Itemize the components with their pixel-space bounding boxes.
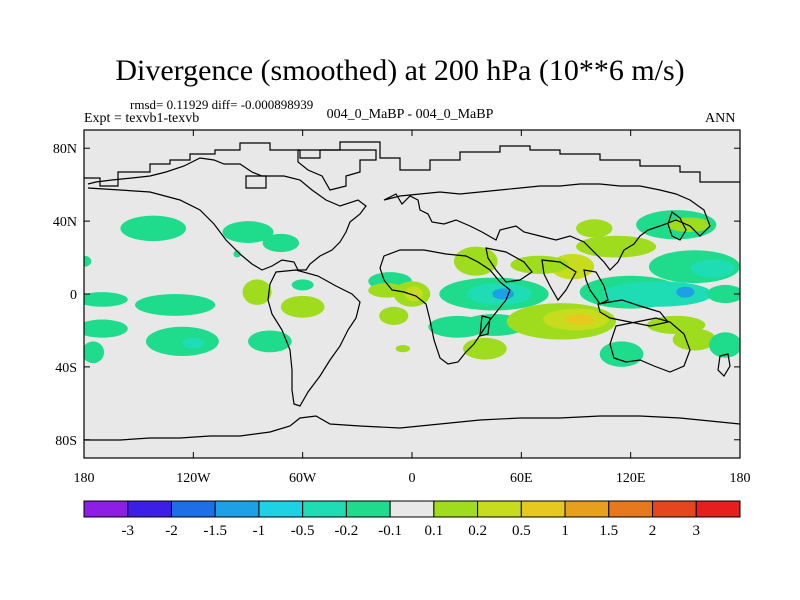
- field-region-39: [676, 286, 695, 298]
- y-axis: 80N 40N 0 40S 80S: [53, 142, 740, 449]
- colorbar-label: -1.5: [203, 523, 227, 539]
- y-tick-label: 80S: [55, 434, 77, 449]
- colorbar-label: -2: [165, 523, 178, 539]
- y-tick-label: 0: [70, 288, 77, 303]
- coastline-australia: [609, 317, 691, 373]
- field-region-30: [565, 314, 595, 325]
- coastline-hudson: [245, 175, 267, 189]
- colorbar-box: [564, 500, 610, 518]
- field-region-46: [707, 284, 740, 304]
- x-tick-label: 180: [74, 471, 95, 486]
- stats-text: rmsd= 0.11929 diff= -0.000898939: [130, 97, 314, 112]
- field-region-0: [120, 215, 187, 242]
- coastline-new-zealand: [717, 353, 731, 377]
- y-tick-label: 80N: [53, 142, 77, 157]
- colorbar-label: 0.2: [468, 523, 487, 539]
- field-region-14: [291, 279, 314, 291]
- field-region-32: [510, 255, 569, 274]
- field-region-2: [262, 233, 300, 253]
- colorbar-label: 2: [649, 523, 657, 539]
- season-label: ANN: [705, 111, 736, 126]
- coastline-europe-asia: [383, 183, 711, 271]
- field-region-11: [248, 330, 292, 353]
- colorbar-box: [345, 500, 391, 518]
- colorbar-label: -0.2: [335, 523, 359, 539]
- colorbar-box: [83, 500, 129, 518]
- colorbar-box: [170, 500, 216, 518]
- x-tick-label: 120W: [176, 471, 211, 486]
- coastline-antarctica: [84, 415, 740, 441]
- colorbar-box: [127, 500, 172, 518]
- field-region-18: [395, 345, 411, 353]
- colorbar-box: [695, 500, 741, 518]
- x-tick-label: 0: [409, 471, 416, 486]
- colorbar-label: -0.5: [291, 523, 315, 539]
- colorbar-box: [520, 500, 566, 518]
- field-region-3: [84, 255, 92, 267]
- field-region-45: [709, 332, 740, 358]
- x-tick-label: 60E: [510, 471, 533, 486]
- field-region-26: [428, 315, 487, 338]
- chart-title: Divergence (smoothed) at 200 hPa (10**6 …: [115, 54, 685, 87]
- field-region-38: [603, 281, 713, 307]
- x-tick-label: 120E: [616, 471, 646, 486]
- colorbar-box: [258, 500, 304, 518]
- colorbar-box: [433, 500, 479, 518]
- x-axis: 180 120W 60W 0 60E 120E 180: [74, 130, 751, 486]
- colorbar-label: 0.5: [512, 523, 531, 539]
- y-tick-label: 40S: [55, 361, 77, 376]
- colorbar-label: -1: [253, 523, 266, 539]
- case-label: 004_0_MaBP - 004_0_MaBP: [326, 107, 494, 122]
- field-region-13: [280, 295, 325, 318]
- field-region-5: [84, 292, 128, 307]
- coastline-seasia: [583, 269, 609, 305]
- field-region-6: [135, 294, 216, 316]
- field-region-35: [667, 217, 711, 233]
- field-region-10: [182, 337, 205, 349]
- field-layer: [84, 210, 740, 367]
- colorbar-box: [652, 500, 697, 518]
- coastline-indonesia: [597, 299, 670, 327]
- field-region-17: [379, 306, 409, 325]
- field-region-36: [576, 219, 613, 238]
- coastline-japan: [667, 211, 687, 241]
- field-region-7: [84, 319, 128, 338]
- colorbar-label: 3: [693, 523, 701, 539]
- colorbar-label: -0.1: [378, 523, 402, 539]
- field-region-9: [145, 326, 219, 356]
- colorbar-box: [214, 500, 260, 518]
- x-tick-label: 180: [730, 471, 751, 486]
- colorbar-box: [608, 500, 654, 518]
- coastlines: [84, 141, 740, 441]
- coastline-africa: [379, 249, 511, 365]
- coastline-greenland: [297, 149, 377, 191]
- coastline-madagascar: [479, 315, 491, 337]
- y-tick-label: 40N: [53, 215, 77, 230]
- colorbar: -3 -2 -1.5 -1 -0.5 -0.2 -0.1 0.1 0.2 0.5 1 1.5 2 3: [83, 500, 741, 539]
- field-region-41: [690, 259, 735, 278]
- colorbar-box: [302, 500, 347, 518]
- field-region-42: [599, 341, 644, 367]
- field-region-8: [84, 341, 105, 364]
- field-region-24: [492, 288, 515, 300]
- colorbar-label: 1: [561, 523, 569, 539]
- x-tick-label: 60W: [289, 471, 317, 486]
- coastline-south-america: [267, 269, 361, 407]
- field-region-1: [222, 221, 274, 243]
- field-region-12: [242, 279, 272, 305]
- coastline-india: [541, 259, 577, 302]
- experiment-label: Expt = texvb1-texvb: [84, 111, 200, 126]
- colorbar-label: 1.5: [599, 523, 618, 539]
- colorbar-label: -3: [121, 523, 134, 539]
- coastline-north-america: [87, 157, 367, 271]
- coastline-arabia: [485, 247, 533, 283]
- colorbar-label: 0.1: [424, 523, 443, 539]
- colorbar-box: [389, 500, 435, 518]
- coastline-arctic: [84, 141, 740, 187]
- colorbar-box: [477, 500, 522, 518]
